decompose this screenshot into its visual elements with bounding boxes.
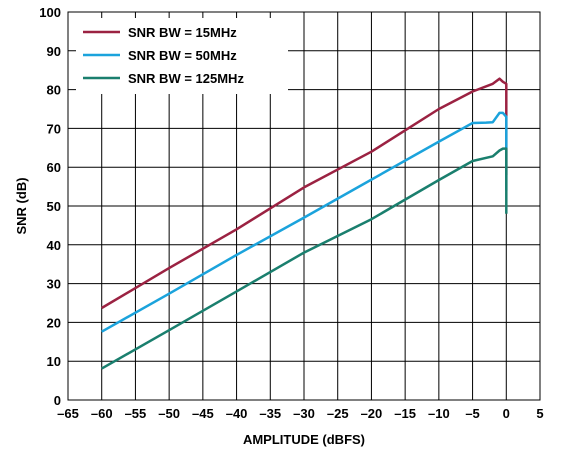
y-tick-label: 50 <box>47 199 61 214</box>
y-tick-label: 10 <box>47 354 61 369</box>
x-tick-label: –35 <box>259 406 281 421</box>
y-tick-label: 90 <box>47 44 61 59</box>
x-tick-label: –65 <box>57 406 79 421</box>
y-tick-label: 20 <box>47 315 61 330</box>
x-tick-label: –25 <box>327 406 349 421</box>
y-tick-label: 80 <box>47 83 61 98</box>
x-tick-label: –15 <box>394 406 416 421</box>
y-tick-label: 70 <box>47 121 61 136</box>
y-tick-label: 0 <box>54 393 61 408</box>
legend-label: SNR BW = 15MHz <box>128 25 237 40</box>
x-tick-label: –5 <box>465 406 479 421</box>
x-tick-label: –60 <box>91 406 113 421</box>
x-tick-label: –50 <box>158 406 180 421</box>
legend: SNR BW = 15MHz SNR BW = 50MHz SNR BW = 125… <box>76 18 288 94</box>
legend-label: SNR BW = 125MHz <box>128 71 244 86</box>
x-axis-title: AMPLITUDE (dBFS) <box>243 432 365 447</box>
x-tick-label: –10 <box>428 406 450 421</box>
y-tick-label: 60 <box>47 160 61 175</box>
series-line-2 <box>101 111 508 333</box>
legend-label: SNR BW = 50MHz <box>128 48 237 63</box>
tick-labels: –65 –60 –55 –50 –45 –40 –35 –30 –25 –20 –15 –10 –5 0 5… <box>39 5 543 421</box>
x-tick-label: –20 <box>361 406 383 421</box>
x-tick-label: –45 <box>192 406 214 421</box>
x-tick-label: –40 <box>226 406 248 421</box>
y-tick-label: 40 <box>47 238 61 253</box>
x-tick-label: 5 <box>536 406 543 421</box>
series-line-3 <box>101 147 508 370</box>
series-line-1 <box>101 77 508 310</box>
x-tick-label: –30 <box>293 406 315 421</box>
plot-frame <box>67 11 541 401</box>
y-tick-label: 100 <box>39 5 61 20</box>
x-tick-label: 0 <box>503 406 510 421</box>
series-lines <box>101 77 508 370</box>
y-tick-label: 30 <box>47 277 61 292</box>
y-axis-title: SNR (dB) <box>14 177 29 234</box>
x-tick-label: –55 <box>125 406 147 421</box>
